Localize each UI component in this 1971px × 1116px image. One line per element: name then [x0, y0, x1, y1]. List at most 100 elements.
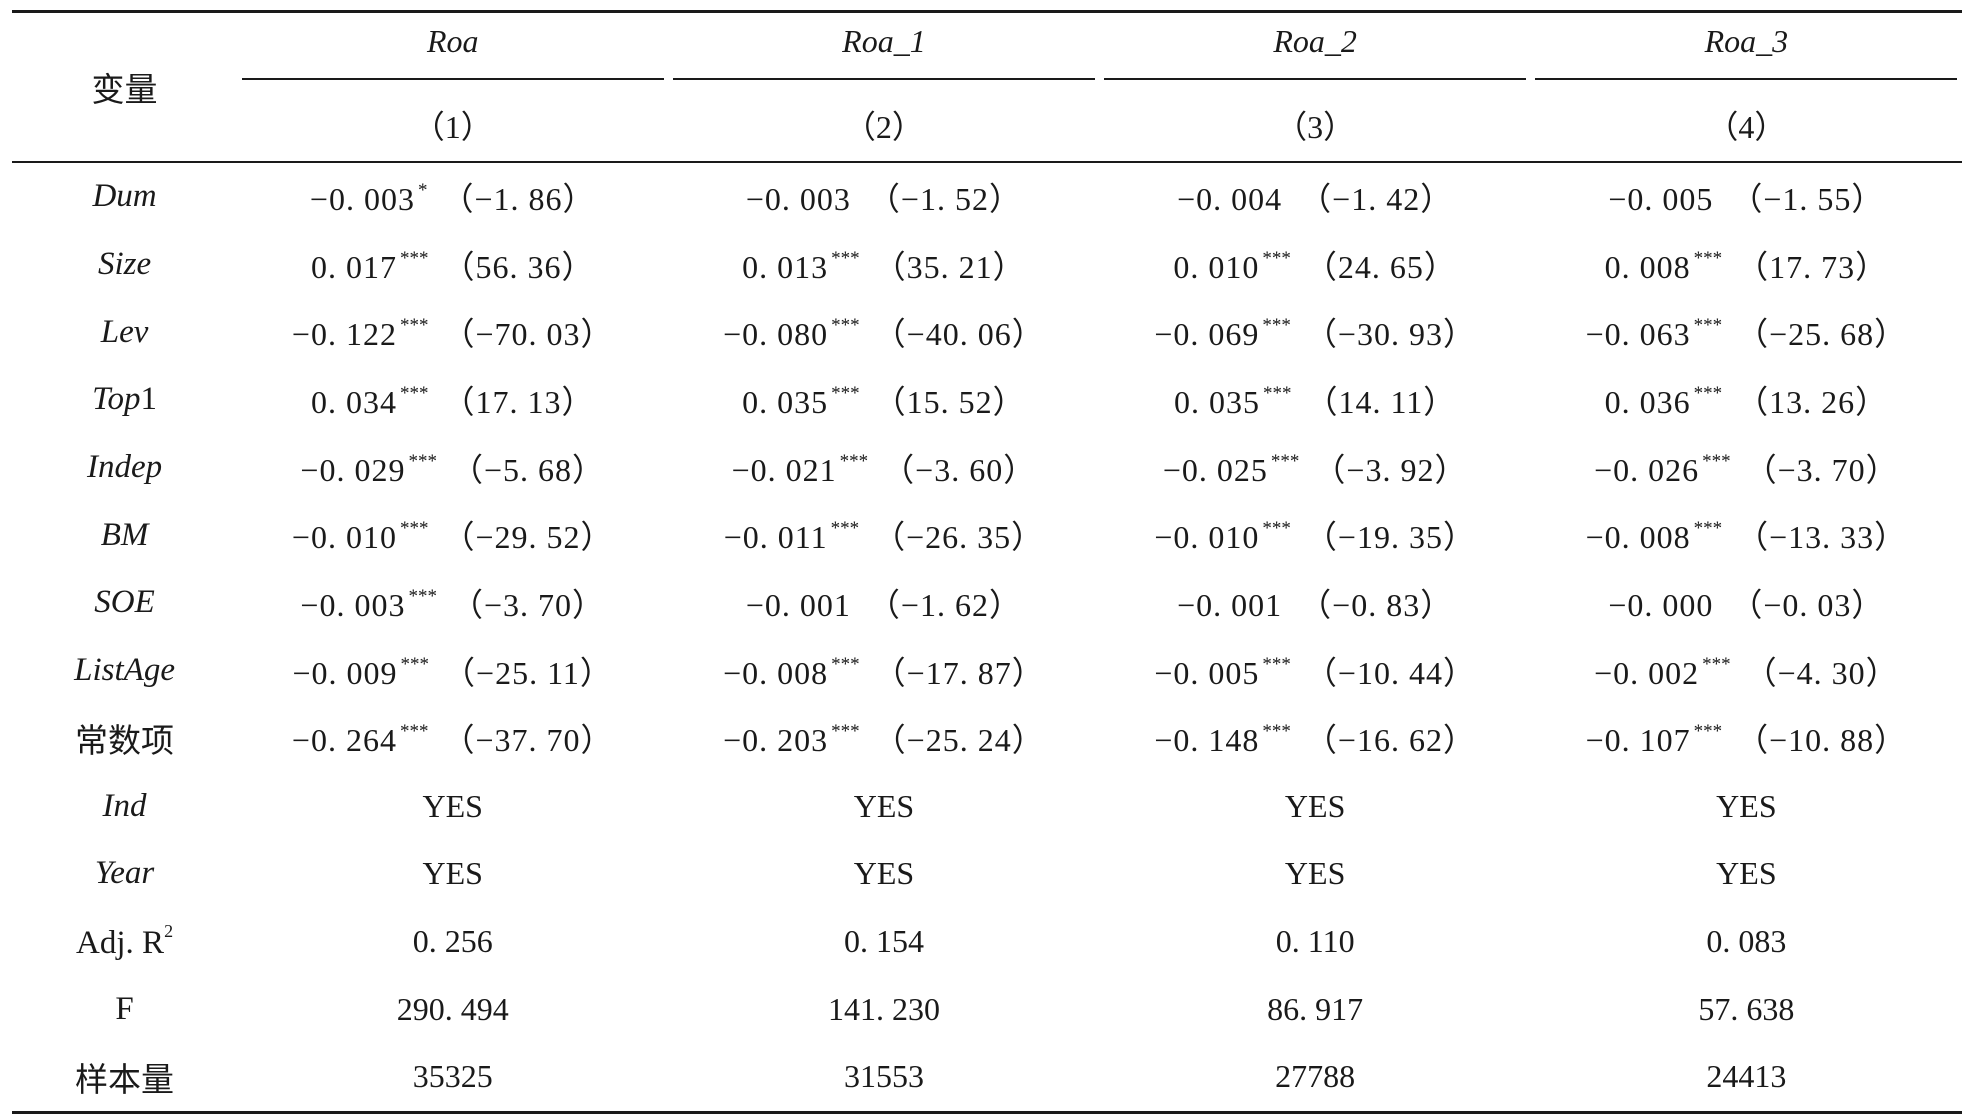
label-text: BM [100, 516, 149, 553]
label-text: Dum [92, 178, 157, 215]
t-statistic: （−29. 52） [442, 519, 614, 556]
dep-var-header-1: Roa [237, 12, 668, 90]
value-cell: YES [1716, 855, 1777, 892]
table-header: 变量 Roa Roa_1 Roa_2 Roa_3 （1） （2） （3） （4） [12, 11, 1962, 163]
coefficient-value: 0. 013 [742, 248, 829, 285]
significance-stars: *** [1262, 518, 1291, 540]
coefficient-cell: −0. 010 *** （−29. 52） [237, 501, 668, 569]
t-statistic: （24. 65） [1304, 248, 1457, 285]
t-statistic: （14. 11） [1305, 383, 1457, 420]
table-row: BM −0. 010 *** （−29. 52） −0. 011 *** （−26. 35）… [12, 501, 1962, 569]
dep-var-label: Roa [241, 23, 664, 80]
coefficient-value: −0. 026 [1594, 451, 1700, 488]
coefficient-value: −0. 025 [1162, 451, 1268, 488]
coefficient-value: −0. 148 [1154, 722, 1260, 759]
coefficient-value: −0. 000 [1608, 586, 1714, 623]
label-text: Lev [100, 313, 149, 350]
table-row: Adj. R2 0. 256 0. 154 0. 110 0. 083 [12, 908, 1962, 976]
row-variable-label: Size [12, 231, 237, 299]
value-cell: YES [853, 855, 915, 892]
value-cell: YES [1284, 787, 1346, 824]
coefficient-cell: −0. 009 *** （−25. 11） [237, 637, 668, 705]
value-cell: 0. 154 [843, 922, 924, 959]
t-statistic: （−3. 70） [450, 586, 606, 623]
dep-var-label: Roa_2 [1104, 23, 1527, 80]
t-statistic: （−17. 87） [873, 654, 1045, 691]
t-statistic: （−25. 11） [443, 654, 613, 691]
label-plain-part: Adj. R [76, 924, 165, 961]
table-row: SOE −0. 003 *** （−3. 70） −0. 001 （−1. 62） −0. … [12, 569, 1962, 637]
significance-stars: *** [399, 382, 429, 404]
coefficient-value: −0. 003 [745, 180, 851, 217]
coefficient-value: −0. 011 [723, 519, 828, 556]
dep-var-header-4: Roa_3 [1531, 12, 1962, 90]
coefficient-value: −0. 001 [745, 586, 851, 623]
value-cell: 57. 638 [1698, 990, 1795, 1027]
coefficient-value: 0. 010 [1173, 248, 1260, 285]
coefficient-value: −0. 003 [300, 586, 406, 623]
significance-stars: *** [399, 518, 429, 540]
significance-stars: *** [1702, 450, 1731, 472]
label-text: 样本量 [75, 1062, 175, 1099]
label-text: Ind [102, 787, 147, 824]
coefficient-cell: −0. 011 *** （−26. 35） [668, 501, 1099, 569]
coefficient-cell: 0. 013 *** （35. 21） [668, 231, 1099, 299]
coefficient-cell: −0. 026 *** （−3. 70） [1531, 434, 1962, 502]
coefficient-cell: −0. 008 *** （−13. 33） [1531, 501, 1962, 569]
value-cell: YES [853, 787, 915, 824]
value-cell: 0. 256 [412, 922, 493, 959]
coefficient-value: −0. 010 [291, 519, 397, 556]
coefficient-value: 0. 017 [310, 248, 397, 285]
significance-stars: *** [831, 382, 860, 404]
significance-stars: *** [831, 315, 860, 337]
label-text: SOE [94, 584, 155, 621]
coefficient-cell: −0. 021 *** （−3. 60） [668, 434, 1099, 502]
coefficient-value: −0. 021 [731, 451, 837, 488]
significance-stars: *** [831, 653, 860, 675]
label-text: Size [97, 246, 152, 283]
t-statistic: （−26. 35） [873, 519, 1045, 556]
t-statistic: （−13. 33） [1736, 519, 1908, 556]
value-cell: YES [1284, 855, 1346, 892]
t-statistic: （−30. 93） [1304, 316, 1476, 353]
coefficient-cell: −0. 010 *** （−19. 35） [1100, 501, 1531, 569]
row-variable-label: Dum [12, 162, 237, 231]
column-number: （1） [412, 109, 493, 145]
t-statistic: （−40. 06） [873, 316, 1045, 353]
t-statistic: （−10. 44） [1304, 654, 1476, 691]
value-cell: 27788 [1275, 1058, 1356, 1095]
column-number: （3） [1275, 109, 1356, 145]
coefficient-cell: 0. 036 *** （13. 26） [1531, 366, 1962, 434]
coefficient-value: −0. 002 [1594, 654, 1700, 691]
value-cell: 31553 [843, 1058, 924, 1095]
coefficient-cell: −0. 002 *** （−4. 30） [1531, 637, 1962, 705]
row-variable-label: 样本量 [12, 1043, 237, 1112]
t-statistic: （17. 13） [442, 383, 595, 420]
coefficient-value: −0. 080 [723, 316, 829, 353]
coefficient-value: −0. 003 [309, 180, 415, 217]
coefficient-cell: 0. 008 *** （17. 73） [1531, 231, 1962, 299]
row-variable-label: 常数项 [12, 705, 237, 773]
significance-stars: * [417, 179, 428, 201]
coefficient-value: −0. 005 [1154, 654, 1260, 691]
coefficient-value: 0. 034 [310, 383, 397, 420]
significance-stars: *** [399, 721, 429, 743]
value-cell: 0. 110 [1275, 922, 1355, 959]
coefficient-cell: −0. 003 （−1. 52） [668, 162, 1099, 231]
table-row: F 290. 494 141. 230 86. 917 57. 638 [12, 975, 1962, 1043]
t-statistic: （13. 26） [1736, 383, 1889, 420]
coefficient-cell: −0. 003 *** （−3. 70） [237, 569, 668, 637]
regression-table-page: 变量 Roa Roa_1 Roa_2 Roa_3 （1） （2） （3） （4）… [12, 10, 1962, 1113]
table-row: Lev −0. 122 *** （−70. 03） −0. 080 *** （−40. 06… [12, 298, 1962, 366]
coefficient-cell: −0. 004 （−1. 42） [1100, 162, 1531, 231]
row-variable-label: ListAge [12, 637, 237, 705]
significance-stars: *** [408, 450, 437, 472]
significance-stars: *** [1270, 450, 1300, 472]
coefficient-cell: 0. 017 *** （56. 36） [237, 231, 668, 299]
row-variable-label: Indep [12, 434, 237, 502]
significance-stars: *** [1693, 315, 1723, 337]
coefficient-cell: −0. 122 *** （−70. 03） [237, 298, 668, 366]
coefficient-cell: −0. 025 *** （−3. 92） [1100, 434, 1531, 502]
coefficient-cell: −0. 080 *** （−40. 06） [668, 298, 1099, 366]
t-statistic: （15. 52） [873, 383, 1026, 420]
